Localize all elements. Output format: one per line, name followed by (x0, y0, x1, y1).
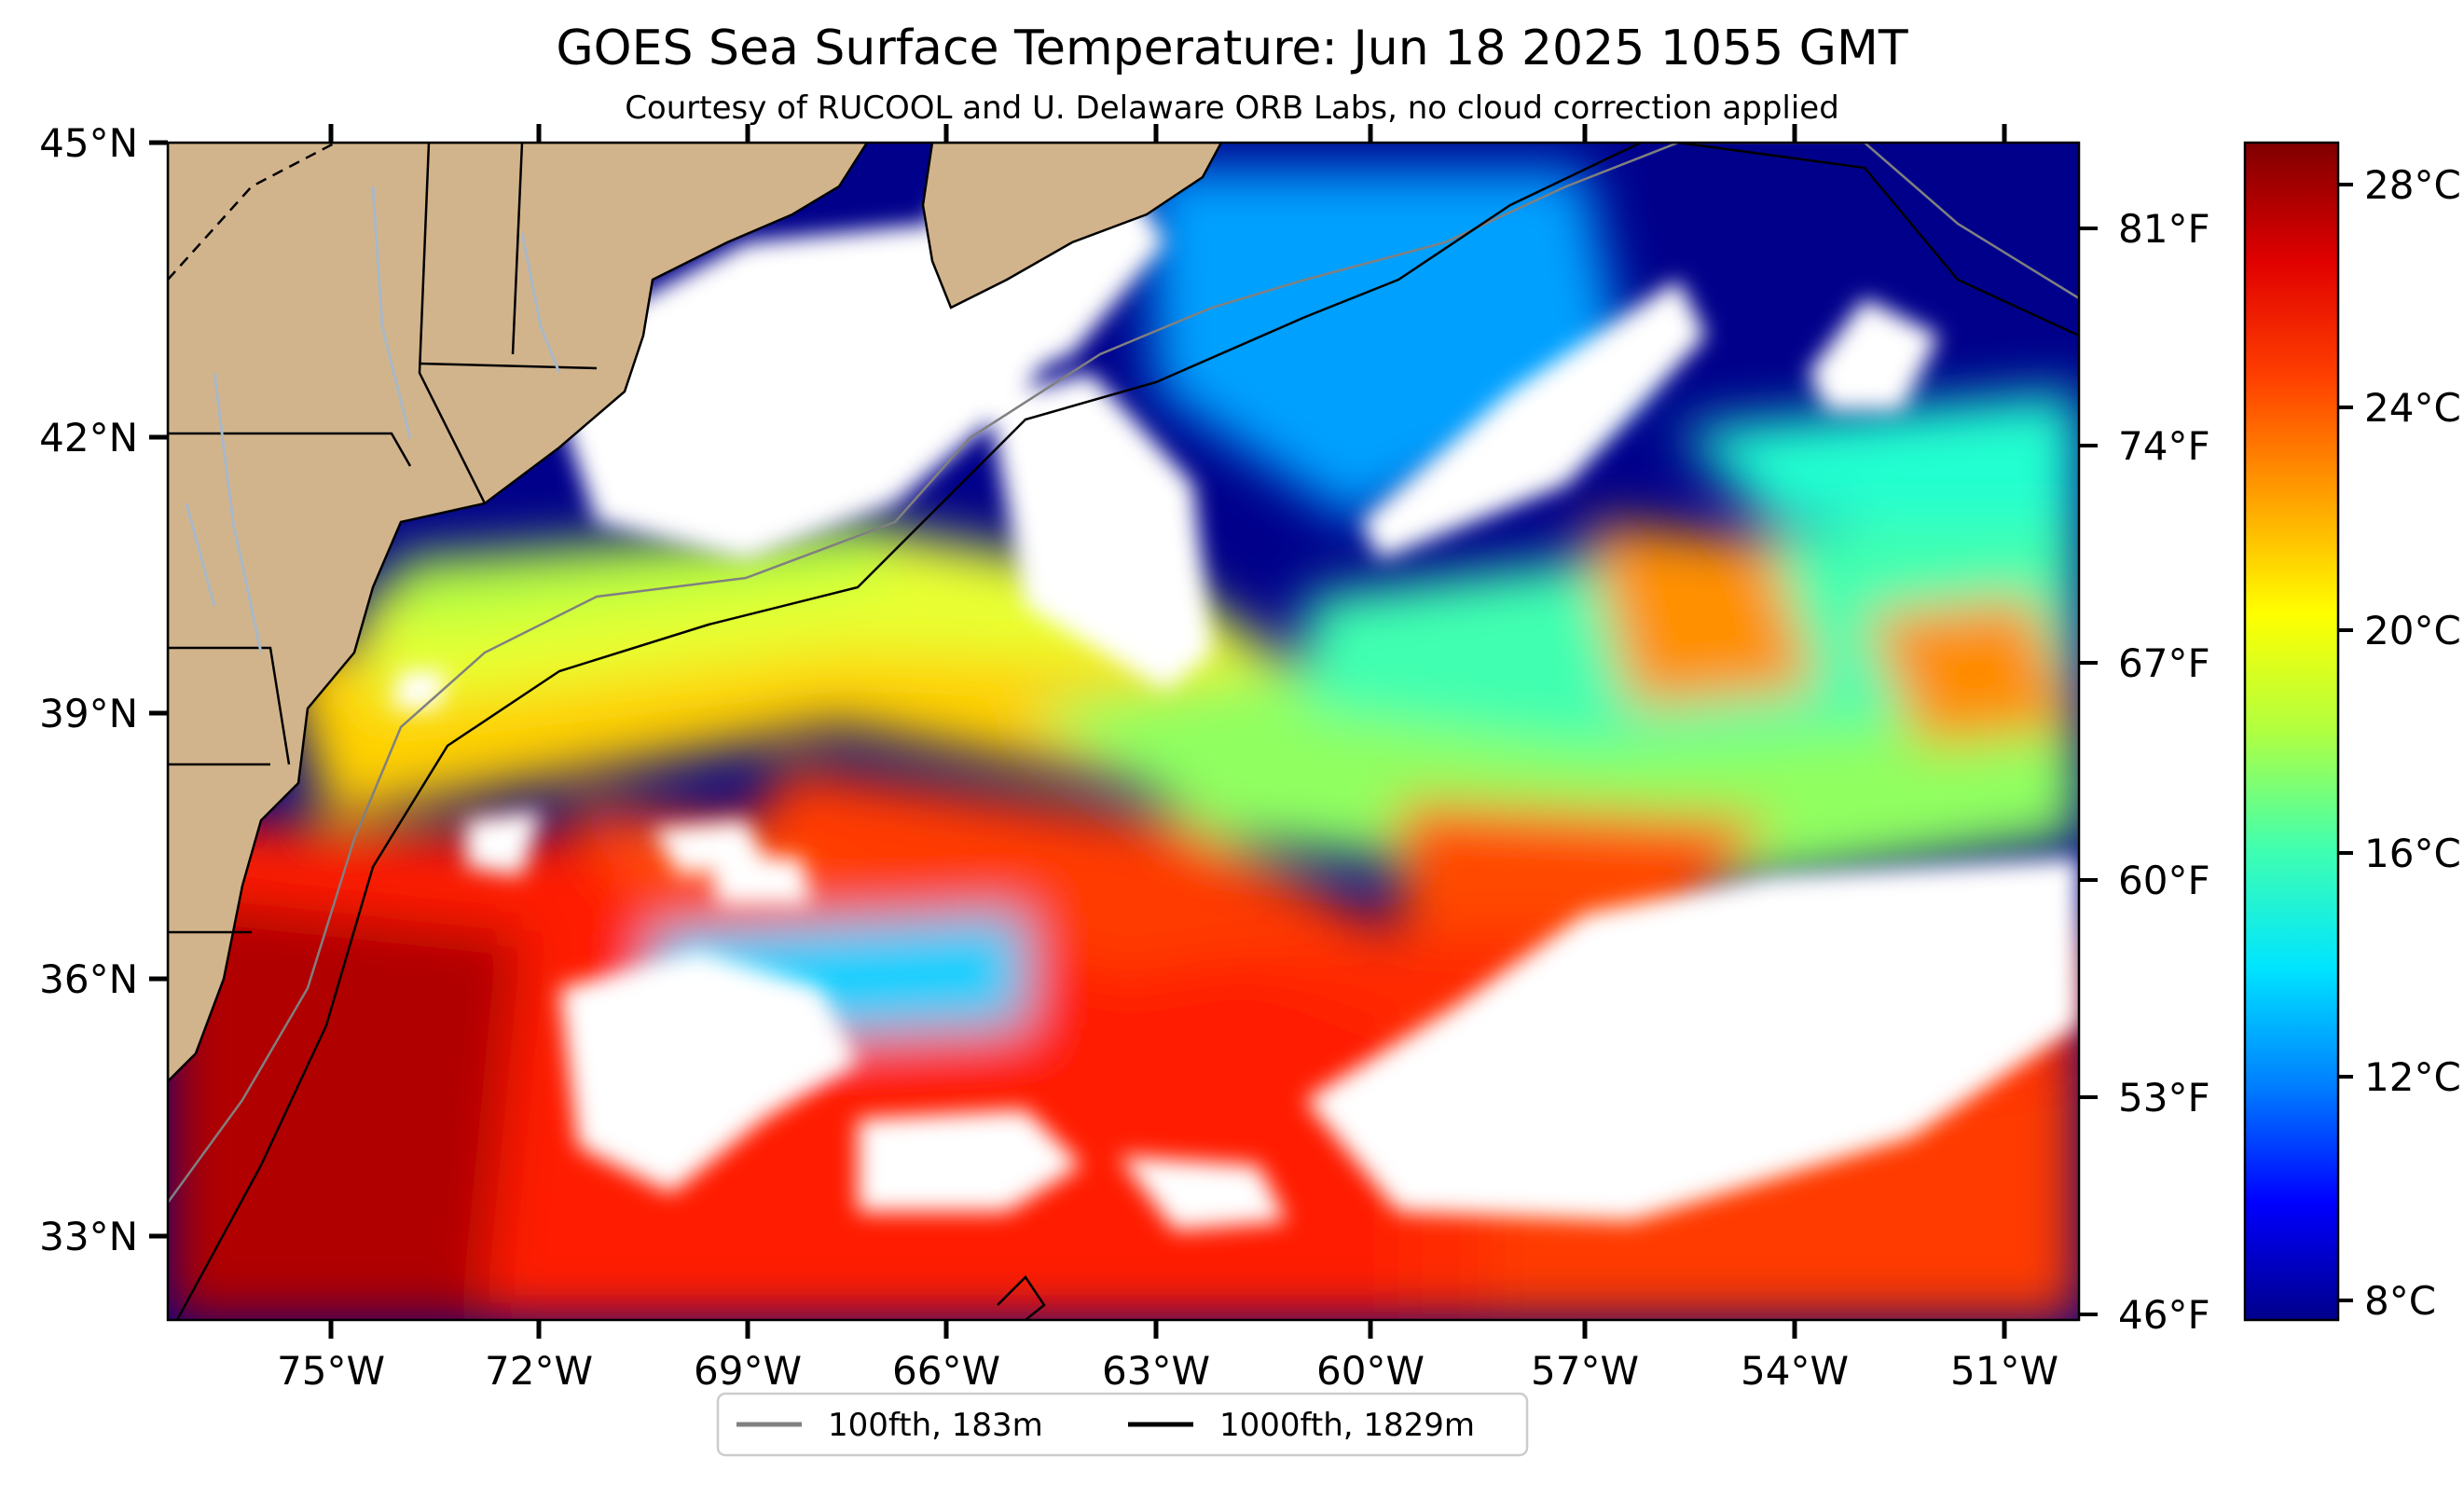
state-borders (168, 143, 598, 934)
f-label-81: 81°F (2118, 206, 2210, 252)
map-title: GOES Sea Surface Temperature: Jun 18 202… (556, 21, 1908, 76)
map-panel (168, 143, 2079, 1320)
lon-label-57w: 57°W (1531, 1348, 1639, 1394)
f-label-60: 60°F (2118, 858, 2210, 903)
colorbar: 28°C 24°C 20°C 16°C 12°C 8°C (2243, 141, 2461, 1324)
f-label-67: 67°F (2118, 640, 2210, 686)
fahrenheit-axis: 81°F 74°F 67°F 60°F 53°F 46°F (2079, 206, 2210, 1338)
lon-label-60w: 60°W (1316, 1348, 1425, 1394)
f-label-53: 53°F (2118, 1075, 2210, 1121)
f-label-46: 46°F (2118, 1292, 2210, 1338)
legend-box (716, 1392, 1529, 1457)
lon-label-66w: 66°W (892, 1348, 1000, 1394)
isobath-100fth (168, 143, 2079, 1203)
f-label-74: 74°F (2118, 423, 2210, 469)
legend-label-1000fth: 1000fth, 1829m (1219, 1407, 1475, 1444)
colorbar-gradient (2243, 141, 2340, 1322)
map-subtitle: Courtesy of RUCOOL and U. Delaware ORB L… (625, 89, 1839, 127)
legend-label-100fth: 100fth, 183m (828, 1407, 1043, 1444)
cb-label-8c: 8°C (2364, 1278, 2436, 1324)
lon-label-72w: 72°W (485, 1348, 593, 1394)
legend: 100fth, 183m 1000fth, 1829m (716, 1392, 1529, 1457)
lon-label-54w: 54°W (1741, 1348, 1849, 1394)
lat-axis: 45°N 42°N 39°N 36°N 33°N (39, 120, 168, 1259)
lon-axis: 75°W 72°W 69°W 66°W 63°W 60°W 57°W 54°W … (277, 124, 2058, 1394)
lat-label-42: 42°N (39, 415, 138, 461)
cb-label-16c: 16°C (2364, 831, 2461, 876)
land-mass (168, 143, 1223, 1083)
rivers (185, 186, 561, 653)
lon-label-75w: 75°W (277, 1348, 385, 1394)
lat-label-36: 36°N (39, 956, 138, 1002)
border-dashed (168, 143, 337, 281)
cb-label-12c: 12°C (2364, 1054, 2461, 1100)
cb-label-28c: 28°C (2364, 162, 2461, 208)
lat-label-45: 45°N (39, 120, 138, 166)
lon-label-63w: 63°W (1102, 1348, 1210, 1394)
map-frame (166, 141, 2081, 1322)
lon-label-69w: 69°W (694, 1348, 802, 1394)
lon-label-51w: 51°W (1950, 1348, 2058, 1394)
cb-label-24c: 24°C (2364, 385, 2461, 431)
lat-label-33: 33°N (39, 1214, 138, 1259)
lat-label-39: 39°N (39, 691, 138, 736)
isobath-1000fth (175, 143, 2079, 1320)
cb-label-20c: 20°C (2364, 608, 2461, 653)
